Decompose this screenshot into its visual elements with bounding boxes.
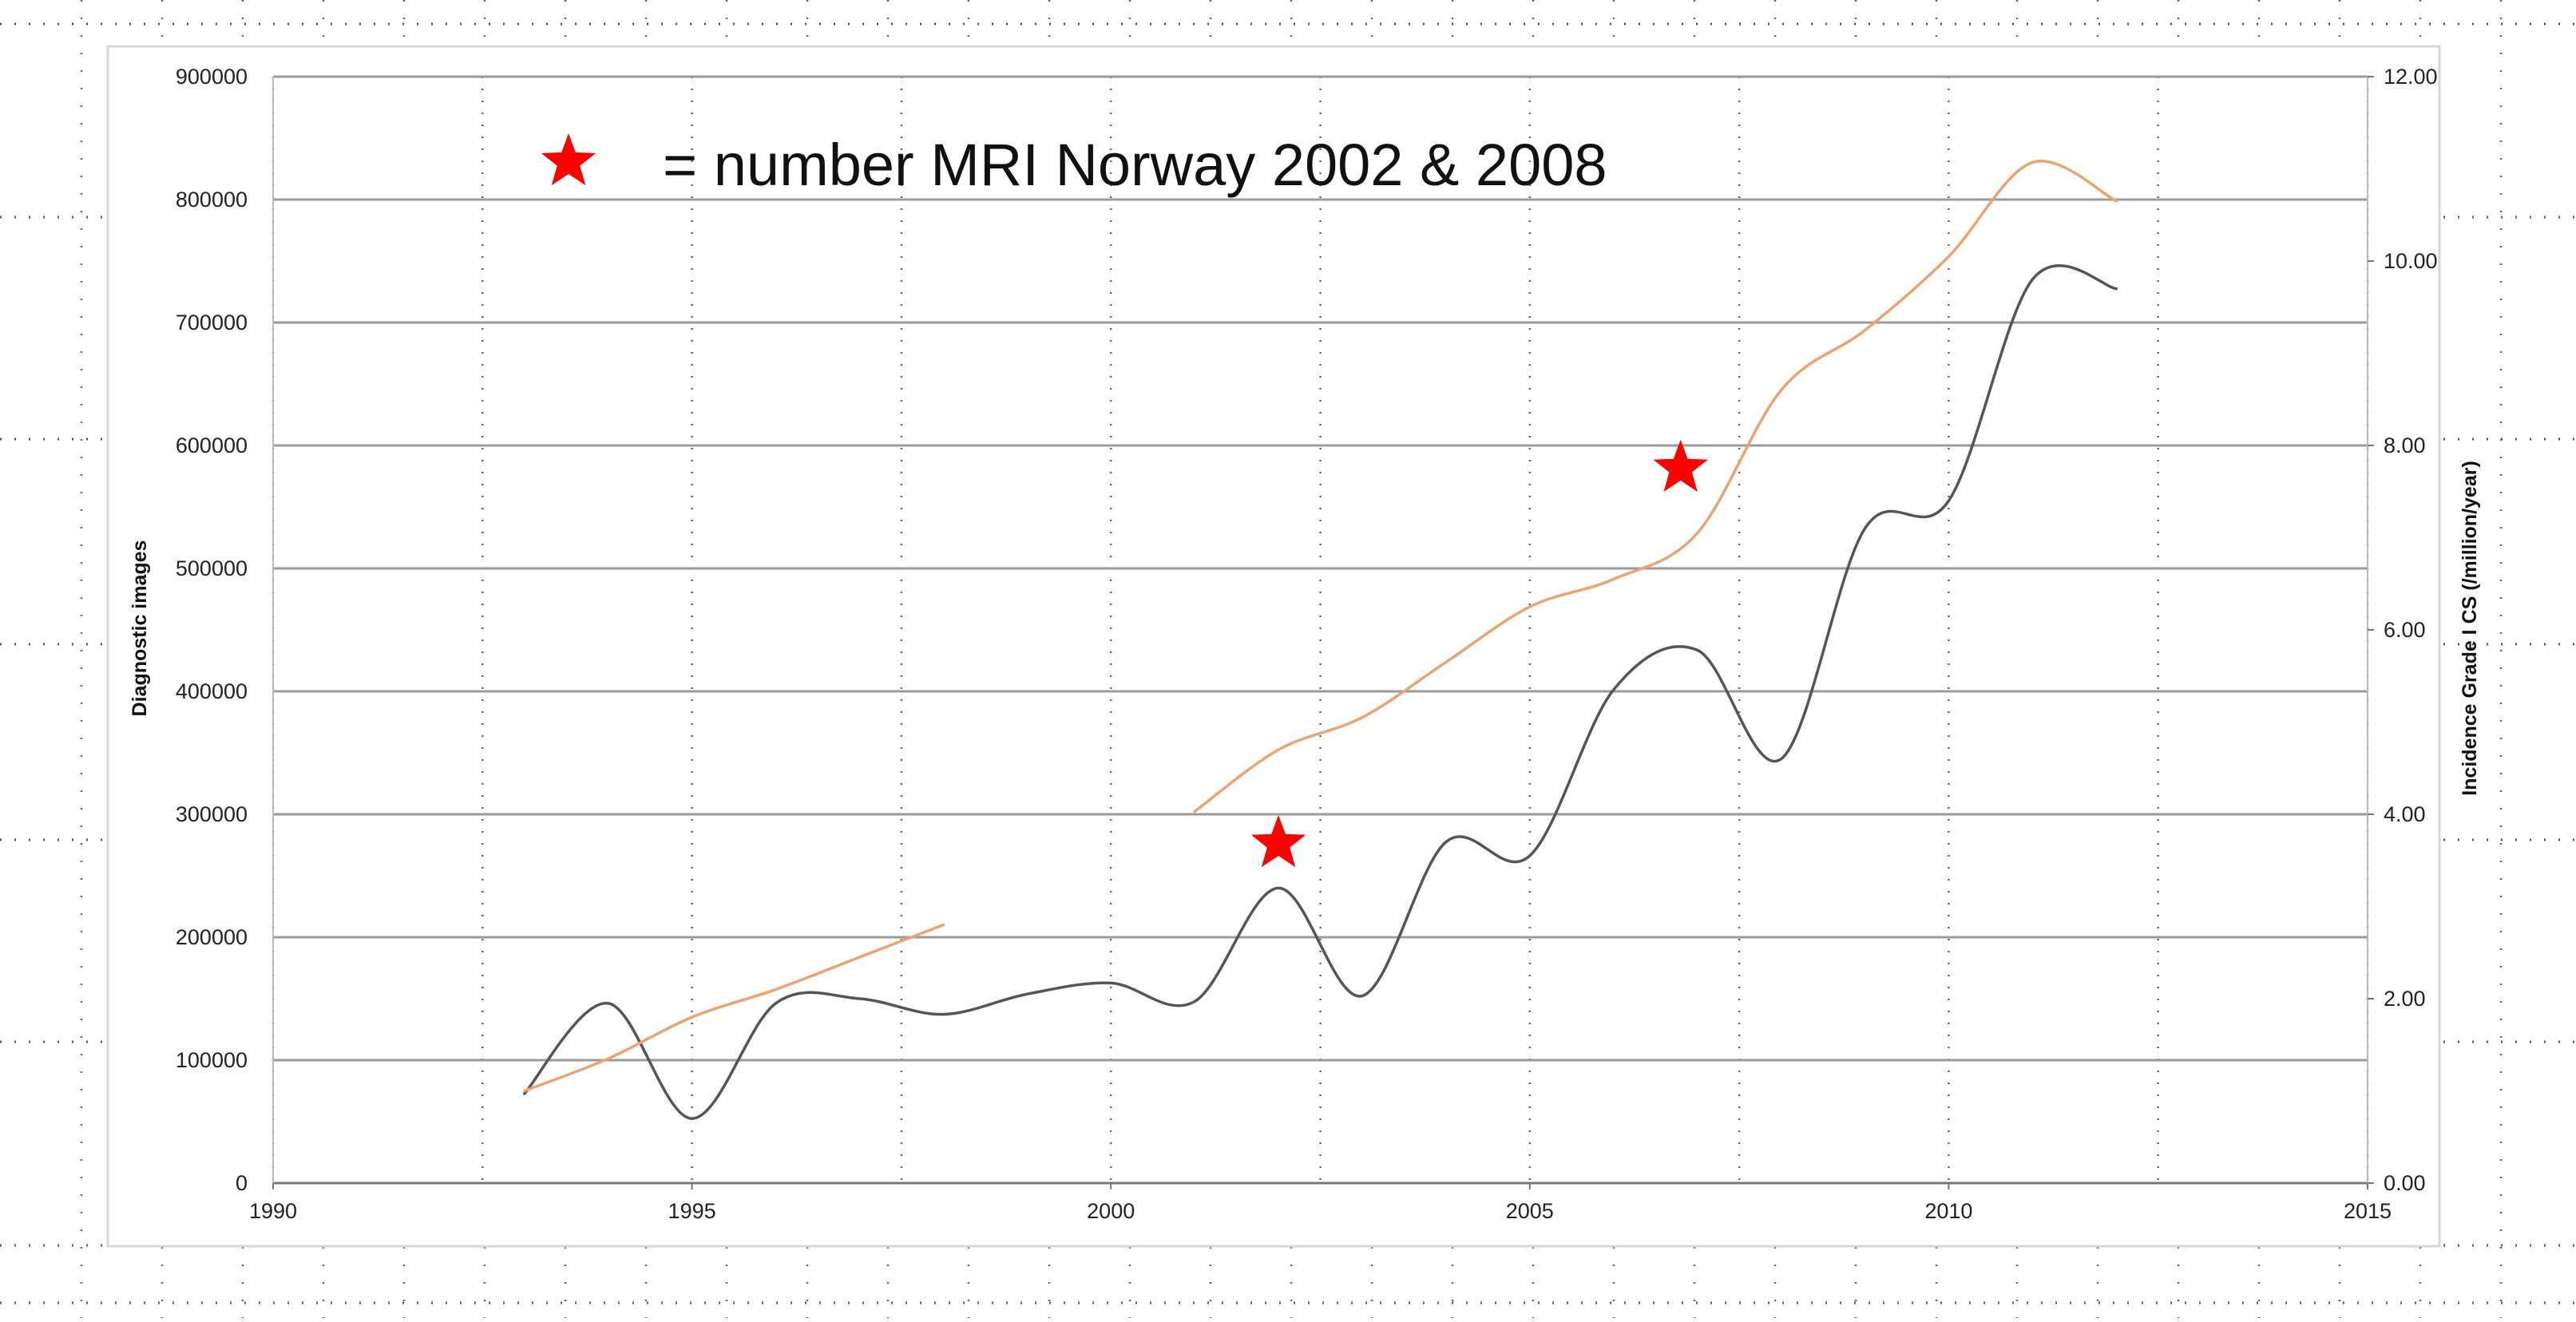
chart-frame: [106, 45, 2441, 1248]
y-left-tick-label: 300000: [176, 802, 248, 826]
series-2-line: [523, 923, 945, 1093]
x-tick-label: 1995: [668, 1199, 716, 1223]
y-right-axis-ticks: 0.00 2.00 4.00 6.00 8.00 10.00 12.00: [2368, 65, 2438, 1195]
x-tick-label: 2015: [2344, 1199, 2392, 1223]
y-left-tick-label: 900000: [176, 65, 248, 89]
y-right-tick-label: 10.00: [2384, 249, 2438, 273]
x-tick-label: 1990: [249, 1199, 297, 1223]
y-left-tick-label: 100000: [176, 1048, 248, 1072]
x-tick-label: 2005: [1506, 1199, 1554, 1223]
y-left-axis-ticks: 0 100000 200000 300000 400000 500000 600000 700…: [176, 65, 248, 1195]
series-2-line: [1193, 160, 2118, 813]
y-left-tick-label: 400000: [176, 679, 248, 703]
y-left-tick-label: 0: [236, 1171, 248, 1195]
x-tick-label: 2000: [1087, 1199, 1135, 1223]
annotation-text: = number MRI Norway 2002 & 2008: [663, 132, 1607, 198]
annotation-star-icon: [541, 133, 596, 186]
horizontal-gridlines: [273, 75, 2368, 1062]
y-right-tick-label: 0.00: [2384, 1171, 2426, 1195]
y-left-tick-label: 800000: [176, 188, 248, 212]
series-layer: [523, 160, 2118, 1120]
y-left-tick-label: 500000: [176, 556, 248, 580]
x-axis-ticks: 1990 1995 2000 2005 2010 2015: [249, 1183, 2392, 1223]
y-left-tick-label: 700000: [176, 311, 248, 334]
x-tick-label: 2010: [1924, 1199, 1972, 1223]
star-marker: [1250, 815, 1306, 868]
y-right-tick-label: 2.00: [2384, 987, 2426, 1011]
y-left-tick-label: 200000: [176, 925, 248, 949]
y-left-tick-label: 600000: [176, 433, 248, 457]
y-right-tick-label: 12.00: [2384, 65, 2438, 89]
y-right-axis-label: Incidence Grade I CS (/million/year): [2459, 461, 2481, 796]
y-right-tick-label: 8.00: [2384, 433, 2426, 457]
y-right-tick-label: 6.00: [2384, 618, 2426, 642]
star-marker: [1653, 439, 1708, 492]
series-1-line: [523, 263, 2118, 1120]
y-right-tick-label: 4.00: [2384, 802, 2426, 826]
y-left-axis-label: Diagnostic images: [129, 540, 151, 717]
marker-layer: [1250, 439, 1708, 868]
